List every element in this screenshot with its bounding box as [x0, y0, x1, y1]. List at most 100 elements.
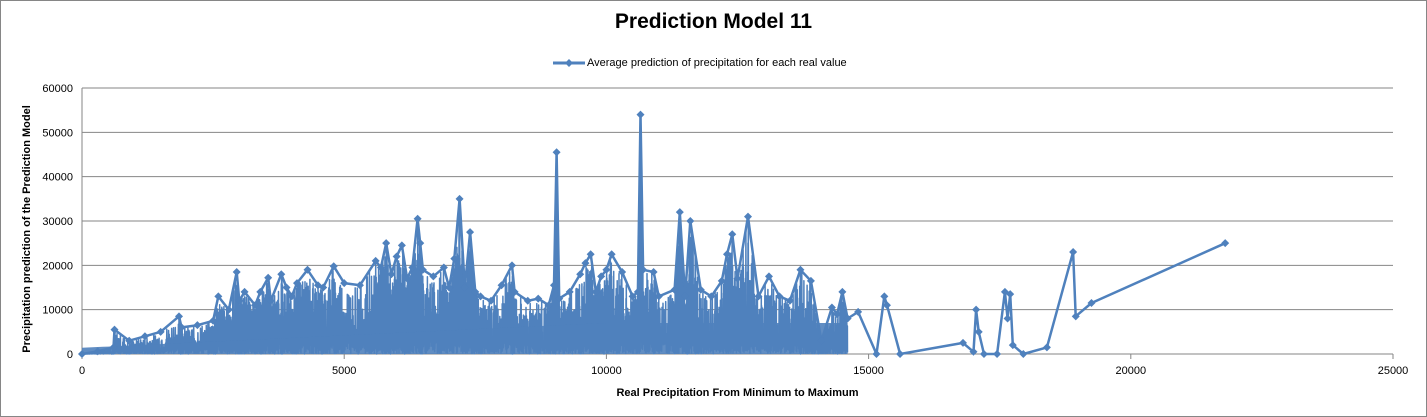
- data-point: [872, 350, 881, 358]
- data-point: [78, 350, 86, 358]
- data-point: [497, 281, 506, 290]
- data-point: [445, 283, 454, 292]
- data-point: [649, 267, 658, 276]
- data-point: [175, 312, 184, 321]
- chart-title: Prediction Model 11: [614, 10, 813, 33]
- data-point: [896, 350, 905, 358]
- data-point: [555, 294, 564, 303]
- data-point: [958, 338, 967, 347]
- data-point: [1221, 239, 1230, 248]
- data-point: [1087, 299, 1096, 308]
- data-point: [177, 323, 186, 332]
- data-point: [633, 287, 642, 296]
- data-point: [256, 287, 265, 296]
- data-point: [140, 332, 149, 341]
- data-point: [340, 279, 349, 288]
- data-point: [416, 239, 425, 248]
- data-point: [193, 321, 202, 330]
- data-point: [591, 287, 600, 296]
- data-point: [576, 270, 585, 279]
- data-point: [319, 283, 328, 292]
- data-point: [707, 292, 716, 301]
- data-point: [628, 292, 637, 301]
- legend: Average prediction of precipitation for …: [553, 55, 847, 71]
- data-point: [639, 265, 648, 274]
- data-point: [110, 325, 119, 334]
- data-point: [974, 327, 983, 336]
- data-point: [1069, 248, 1078, 257]
- data-point: [93, 347, 102, 356]
- x-tick-label: 0: [79, 365, 85, 377]
- data-point: [293, 279, 302, 288]
- data-point: [602, 265, 611, 274]
- legend-label: Average prediction of precipitation for …: [587, 57, 847, 69]
- data-point: [303, 265, 312, 274]
- y-tick-label: 30000: [42, 216, 73, 228]
- data-point: [565, 287, 574, 296]
- x-tick-label: 20000: [1116, 365, 1147, 377]
- data-point: [232, 267, 241, 276]
- data-point: [979, 350, 988, 358]
- series-line: [81, 113, 1226, 356]
- data-point: [214, 292, 223, 301]
- data-point: [764, 272, 773, 281]
- data-point: [654, 292, 663, 301]
- data-point: [329, 262, 338, 271]
- data-point: [993, 350, 1002, 358]
- data-point: [251, 301, 260, 310]
- data-point: [413, 214, 422, 223]
- data-point: [838, 287, 847, 296]
- y-tick-label: 0: [67, 349, 73, 361]
- y-tick-label: 60000: [42, 83, 73, 95]
- data-point: [510, 287, 519, 296]
- data-point: [754, 292, 763, 301]
- data-point: [403, 274, 412, 283]
- data-point: [681, 292, 690, 301]
- data-point: [717, 276, 726, 285]
- x-tick-label: 5000: [332, 365, 356, 377]
- data-point: [508, 261, 517, 270]
- data-point: [607, 250, 616, 259]
- x-tick-label: 15000: [853, 365, 884, 377]
- x-tick-label: 10000: [591, 365, 622, 377]
- data-point: [264, 273, 273, 282]
- data-point: [597, 272, 606, 281]
- data-point: [552, 148, 561, 157]
- data-point: [209, 316, 218, 325]
- data-point: [882, 301, 891, 310]
- data-point: [733, 274, 742, 283]
- data-point: [355, 281, 364, 290]
- data-point: [109, 343, 118, 352]
- y-tick-label: 20000: [42, 260, 73, 272]
- data-point: [455, 194, 464, 203]
- data-point: [775, 292, 784, 301]
- data-point: [418, 265, 427, 274]
- data-point: [382, 239, 391, 248]
- data-point: [266, 296, 275, 305]
- series-dense-fill: [82, 323, 848, 354]
- data-point: [439, 263, 448, 272]
- data-point: [969, 347, 978, 356]
- data-point: [586, 250, 595, 259]
- data-point: [224, 305, 233, 314]
- y-axis-title: Precipitation prediction of the Predicti…: [21, 105, 33, 353]
- data-point: [618, 267, 627, 276]
- data-point: [1006, 290, 1015, 299]
- data-point: [880, 292, 889, 301]
- data-point: [696, 285, 705, 294]
- data-point: [581, 259, 590, 268]
- data-point: [376, 263, 385, 272]
- data-point: [392, 252, 401, 261]
- data-point: [833, 310, 842, 319]
- legend-swatch: [553, 57, 585, 69]
- data-point: [387, 270, 396, 279]
- data-point: [240, 287, 249, 296]
- y-tick-label: 10000: [42, 305, 73, 317]
- x-tick-label: 25000: [1378, 365, 1409, 377]
- data-point: [806, 276, 815, 285]
- data-point: [1019, 350, 1028, 358]
- data-point: [854, 307, 863, 316]
- data-point: [1071, 312, 1080, 321]
- data-point: [487, 296, 496, 305]
